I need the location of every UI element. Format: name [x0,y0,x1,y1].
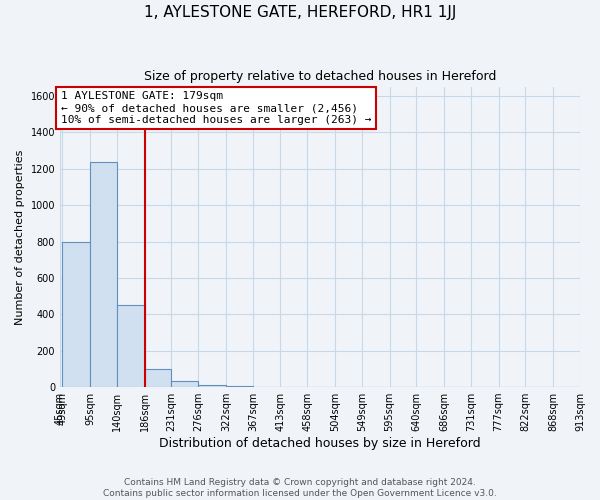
Bar [90,162,117,387]
Y-axis label: Number of detached properties: Number of detached properties [15,150,25,324]
Bar [145,369,172,387]
Bar [172,380,199,387]
Text: 1 AYLESTONE GATE: 179sqm
← 90% of detached houses are smaller (2,456)
10% of sem: 1 AYLESTONE GATE: 179sqm ← 90% of detach… [61,92,371,124]
X-axis label: Distribution of detached houses by size in Hereford: Distribution of detached houses by size … [159,437,481,450]
Title: Size of property relative to detached houses in Hereford: Size of property relative to detached ho… [144,70,496,83]
Bar [199,386,226,387]
Text: Contains HM Land Registry data © Crown copyright and database right 2024.
Contai: Contains HM Land Registry data © Crown c… [103,478,497,498]
Bar [62,242,90,387]
Bar [117,305,145,387]
Text: 1, AYLESTONE GATE, HEREFORD, HR1 1JJ: 1, AYLESTONE GATE, HEREFORD, HR1 1JJ [144,5,456,20]
Bar [253,386,280,387]
Bar [226,386,253,387]
